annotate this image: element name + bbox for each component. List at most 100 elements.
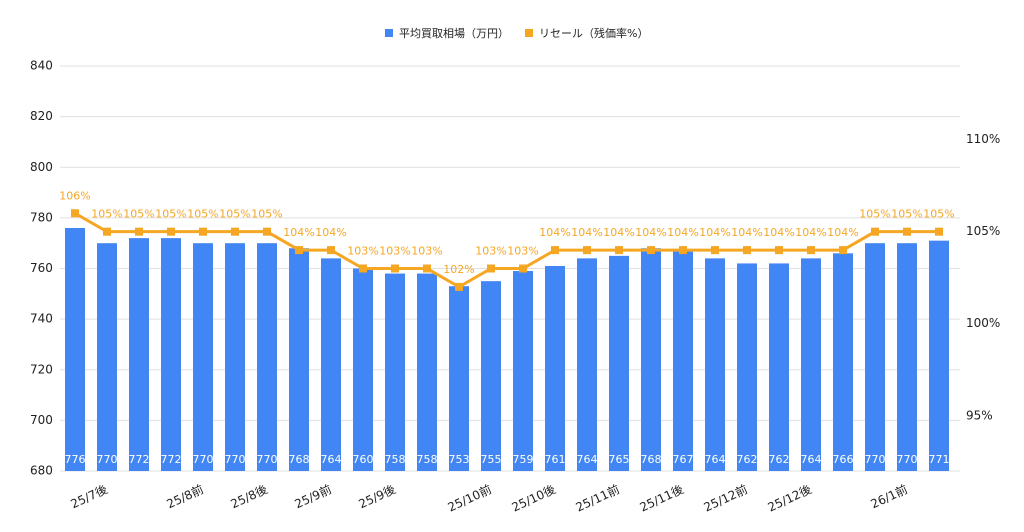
y2-tick-label: 95% [966,408,993,422]
line-value-label: 104% [539,226,570,239]
line-marker [743,246,751,255]
bar-value-label: 770 [257,453,278,466]
line-marker [903,227,911,236]
bar-value-label: 765 [609,453,630,466]
line-marker [455,282,463,291]
y-tick-label: 680 [30,464,53,478]
line-marker [647,246,655,255]
bar [865,243,885,471]
x-tick-label: 25/11前 [573,481,622,514]
bar-value-label: 770 [897,453,918,466]
bar [609,255,629,471]
bar-value-label: 753 [449,453,470,466]
line-marker [711,246,719,255]
line-marker [359,264,367,273]
line-value-label: 104% [635,226,666,239]
bar-value-label: 758 [417,453,438,466]
line-value-label: 104% [571,226,602,239]
line-marker [807,246,815,255]
line-value-label: 104% [827,226,858,239]
bar-value-label: 772 [161,453,182,466]
y-tick-label: 840 [30,59,53,73]
line-value-label: 102% [443,263,474,276]
line-value-label: 106% [59,189,90,202]
line-marker [871,227,879,236]
bar [801,258,821,471]
line-value-label: 104% [603,226,634,239]
bar [193,243,213,471]
y-tick-label: 780 [30,210,53,224]
bar [225,243,245,471]
line-marker [583,246,591,255]
line-value-label: 104% [795,226,826,239]
y-tick-label: 820 [30,109,53,123]
legend-swatch [525,29,533,37]
y2-tick-label: 105% [966,224,1000,238]
bar-value-label: 776 [65,453,86,466]
bar-value-label: 767 [673,453,694,466]
bar-value-label: 764 [577,453,598,466]
bar-value-label: 770 [865,453,886,466]
line-marker [775,246,783,255]
y-tick-label: 720 [30,362,53,376]
line-marker [551,246,559,255]
y-tick-label: 740 [30,312,53,326]
legend-swatch [385,29,393,37]
bar-value-label: 770 [193,453,214,466]
bar [97,243,117,471]
line-value-label: 105% [91,208,122,221]
y-tick-label: 800 [30,160,53,174]
line-marker [327,246,335,255]
line-marker [615,246,623,255]
bar [929,240,949,471]
x-tick-label: 25/10前 [445,481,494,514]
bar [513,271,533,471]
bar-value-label: 772 [129,453,150,466]
bar [481,281,501,471]
bar-value-label: 761 [545,453,566,466]
bar-value-label: 755 [481,453,502,466]
bar [897,243,917,471]
legend-label: リセール（残価率%） [539,26,648,40]
line-marker [423,264,431,273]
x-tick-label: 26/1前 [868,481,910,511]
bar [705,258,725,471]
line-value-label: 105% [219,208,250,221]
bar [417,273,437,471]
bar-value-label: 770 [225,453,246,466]
line-marker [71,209,79,218]
y2-tick-label: 100% [966,316,1000,330]
line-value-label: 104% [763,226,794,239]
bar [833,253,853,471]
x-tick-label: 25/8後 [229,482,270,511]
line-value-label: 103% [507,245,538,258]
bar-value-label: 758 [385,453,406,466]
line-value-label: 105% [891,208,922,221]
bar [65,228,85,471]
x-tick-label: 25/11後 [638,482,686,514]
line-value-label: 103% [379,245,410,258]
line-marker [935,227,943,236]
bar [321,258,341,471]
line-value-label: 104% [699,226,730,239]
line-marker [103,227,111,236]
line-value-label: 104% [731,226,762,239]
line-value-label: 103% [347,245,378,258]
bar-value-label: 764 [705,453,726,466]
y-tick-label: 760 [30,261,53,275]
bar-value-label: 768 [641,453,662,466]
bar [641,248,661,471]
line-marker [839,246,847,255]
x-tick-label: 25/12前 [701,481,750,514]
bar [257,243,277,471]
line-value-label: 105% [251,208,282,221]
x-tick-label: 25/9前 [292,481,334,511]
bar-value-label: 764 [321,453,342,466]
bar [449,286,469,471]
line-value-label: 104% [283,226,314,239]
line-value-label: 103% [475,245,506,258]
y-tick-label: 700 [30,413,53,427]
line-marker [679,246,687,255]
bar [769,263,789,471]
bar-value-label: 762 [737,453,758,466]
